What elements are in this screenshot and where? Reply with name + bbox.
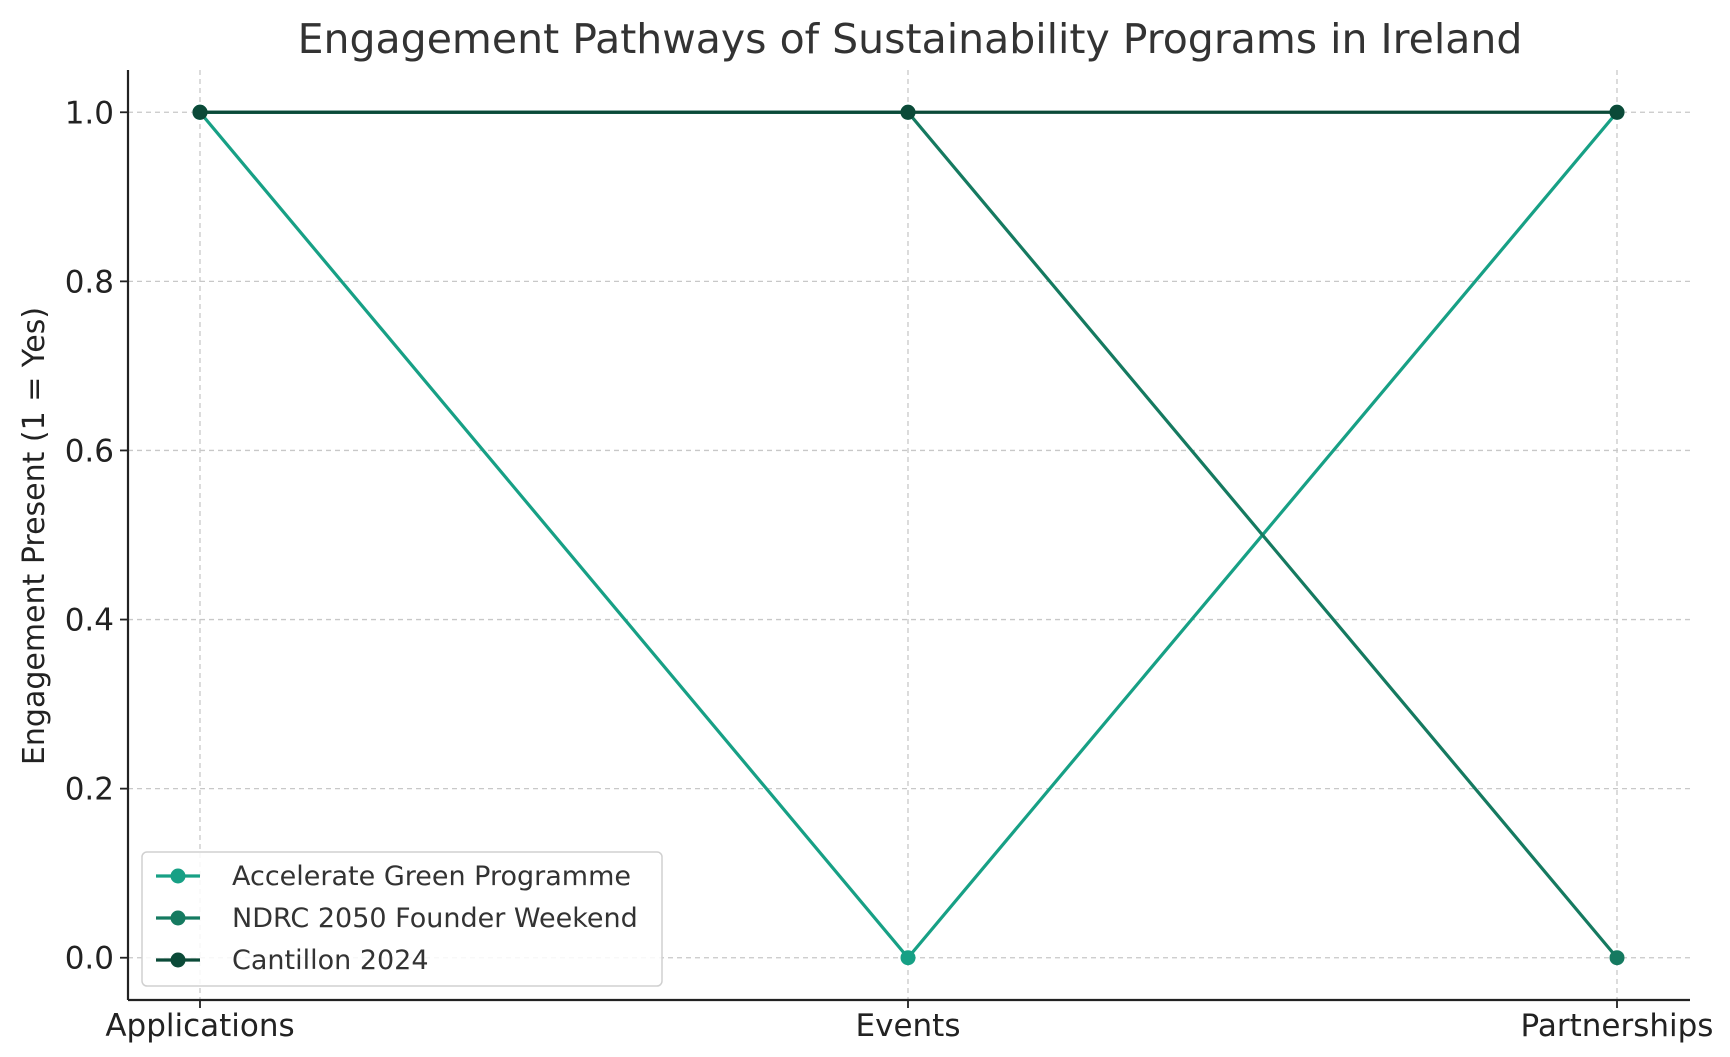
- y-tick-label: 0.6: [65, 433, 114, 469]
- legend-swatch-marker: [170, 952, 186, 968]
- data-point: [900, 104, 916, 120]
- series-layer: [192, 104, 1625, 966]
- data-point: [1609, 104, 1625, 120]
- legend-entry: Accelerate Green Programme: [156, 861, 631, 892]
- y-axis-label: Engagement Present (1 = Yes): [17, 307, 52, 765]
- data-point: [192, 104, 208, 120]
- legend-swatch-marker: [170, 910, 186, 926]
- legend-label: Accelerate Green Programme: [232, 861, 631, 892]
- grid: [128, 70, 1690, 1000]
- x-tick-label: Partnerships: [1521, 1008, 1714, 1044]
- data-point: [900, 950, 916, 966]
- y-tick-label: 0.8: [65, 264, 114, 300]
- legend-label: NDRC 2050 Founder Weekend: [232, 903, 638, 934]
- legend-swatch-marker: [170, 868, 186, 884]
- data-point: [1609, 950, 1625, 966]
- legend-label: Cantillon 2024: [232, 945, 429, 976]
- chart-title: Engagement Pathways of Sustainability Pr…: [298, 15, 1523, 63]
- y-tick-label: 0.2: [65, 772, 114, 808]
- x-tick-label: Events: [856, 1008, 961, 1044]
- legend: Accelerate Green Programme NDRC 2050 Foun…: [141, 851, 663, 987]
- series-2: [192, 104, 1625, 120]
- y-tick-label: 0.0: [65, 941, 114, 977]
- y-tick-label: 1.0: [65, 95, 114, 131]
- legend-box: [141, 851, 663, 987]
- legend-entry: NDRC 2050 Founder Weekend: [156, 903, 638, 934]
- x-tick-label: Applications: [105, 1008, 294, 1044]
- legend-entry: Cantillon 2024: [156, 945, 429, 976]
- y-tick-label: 0.4: [65, 603, 114, 639]
- axes: 0.0 0.2 0.4 0.6 0.8 1.0 Applications Events Part…: [65, 70, 1714, 1044]
